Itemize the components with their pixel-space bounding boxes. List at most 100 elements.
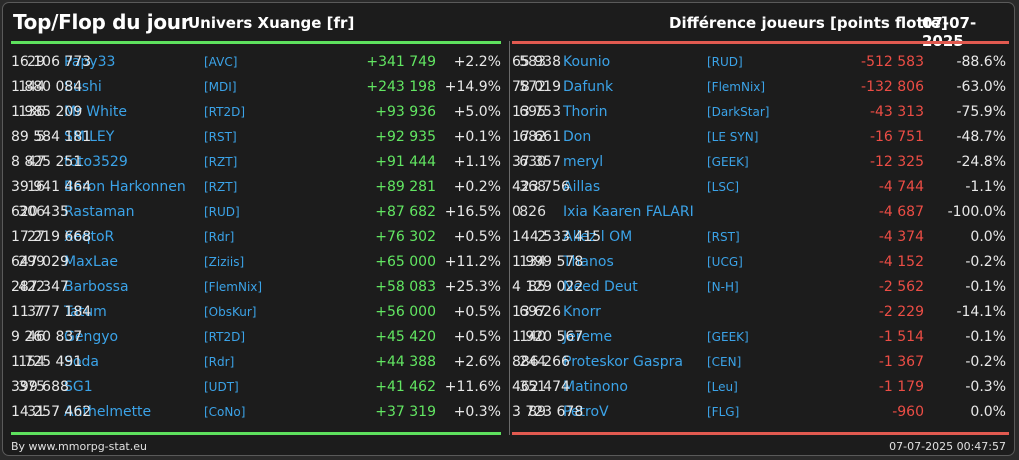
alliance-tag-link[interactable]: [Leu] [707, 380, 738, 394]
player-name-link[interactable]: SG1 [64, 379, 93, 395]
alliance-tag-link[interactable]: [RST] [204, 130, 237, 144]
player-points: 11 777 184 [11, 304, 92, 320]
top-section-footer-bar [11, 432, 501, 435]
alliance-tag-link[interactable]: [UCG] [707, 255, 743, 269]
report-date: 07-07-2025 [922, 14, 977, 50]
alliance-tag-link[interactable]: [FLG] [707, 405, 740, 419]
player-name-link[interactable]: Ixia Kaaren FALARI [563, 204, 694, 220]
player-rank: 31 [27, 404, 45, 420]
player-name-link[interactable]: Thorin [563, 104, 608, 120]
player-name-link[interactable]: Mr White [64, 104, 127, 120]
alliance-tag-link[interactable]: [AVC] [204, 55, 238, 69]
player-name-link[interactable]: Barbossa [64, 279, 129, 295]
points-delta: -132 806 [861, 79, 924, 95]
player-rank: 368 [519, 179, 546, 195]
player-name-link[interactable]: Allez l OM [563, 229, 633, 245]
player-name-link[interactable]: toto3529 [64, 154, 128, 170]
player-name-link[interactable]: meryl [563, 154, 604, 170]
points-delta: +56 000 [375, 304, 436, 320]
player-name-link[interactable]: Matinono [563, 379, 628, 395]
alliance-tag-link[interactable]: [CEN] [707, 355, 742, 369]
alliance-tag-link[interactable]: [MDI] [204, 80, 237, 94]
alliance-tag-link[interactable]: [Ziziis] [204, 255, 245, 269]
alliance-tag-link[interactable]: [RUD] [707, 55, 743, 69]
alliance-tag-link[interactable]: [RZT] [204, 155, 238, 169]
player-row: 46 Gengyo [RT2D] 9 260 837 +45 420 +0.5% [11, 325, 501, 350]
alliance-tag-link[interactable]: [Rdr] [204, 355, 235, 369]
player-rank: 134 [519, 254, 546, 270]
percent-change: +2.6% [453, 354, 501, 370]
player-row: 29 Papy33 [AVC] 16 106 773 +341 749 +2.2% [11, 50, 501, 75]
points-delta: +45 420 [375, 329, 436, 345]
player-row: 16 Baron Harkonnen [RZT] 39 941 464 +89 281 +… [11, 175, 501, 200]
player-name-link[interactable]: Papy33 [64, 54, 116, 70]
player-points: 1 999 578 [512, 254, 584, 270]
alliance-tag-link[interactable]: [N-H] [707, 280, 739, 294]
player-points: 8 825 251 [11, 154, 83, 170]
player-points: 1 985 209 [11, 104, 83, 120]
alliance-tag-link[interactable]: [FlemNix] [707, 80, 766, 94]
player-name-link[interactable]: Jereme [563, 329, 613, 345]
player-points: 78 019 [512, 79, 561, 95]
player-name-link[interactable]: XeqtoR [64, 229, 115, 245]
player-name-link[interactable]: MaxLae [64, 254, 118, 270]
player-rank: 154 [18, 354, 45, 370]
flop-section-divider [512, 41, 1009, 44]
alliance-tag-link[interactable]: [GEEK] [707, 330, 749, 344]
alliance-tag-link[interactable]: [DarkStar] [707, 105, 770, 119]
percent-change: -0.3% [965, 379, 1006, 395]
alliance-tag-link[interactable]: [FlemNix] [204, 280, 263, 294]
alliance-tag-link[interactable]: [LSC] [707, 180, 740, 194]
player-name-link[interactable]: Rastaman [64, 204, 135, 220]
player-name-link[interactable]: Knorr [563, 304, 601, 320]
player-name-link[interactable]: Sushi [64, 79, 102, 95]
points-delta: +341 749 [366, 54, 436, 70]
alliance-tag-link[interactable]: [LE SYN] [707, 130, 759, 144]
alliance-tag-link[interactable]: [RZT] [204, 180, 238, 194]
points-delta: -1 179 [878, 379, 924, 395]
source-credit[interactable]: By www.mmorpg-stat.eu [11, 440, 147, 453]
top-players-list: 29 Papy33 [AVC] 16 106 773 +341 749 +2.2% 144 S… [11, 50, 501, 425]
player-name-link[interactable]: Kounio [563, 54, 611, 70]
alliance-tag-link[interactable]: [RUD] [204, 205, 240, 219]
player-row: 299 MaxLae [Ziziis] 647 029 +65 000 +11.2% [11, 250, 501, 275]
player-name-link[interactable]: Thanos [563, 254, 614, 270]
alliance-tag-link[interactable]: [UDT] [204, 380, 239, 394]
player-points: 9 260 837 [11, 329, 83, 345]
points-delta: +92 935 [375, 129, 436, 145]
alliance-tag-link[interactable]: [RT2D] [204, 330, 246, 344]
player-row: 244 Proteskor Gaspra [CEN] 886 266 -1 367 -0.… [512, 350, 1009, 375]
alliance-tag-link[interactable]: [GEEK] [707, 155, 749, 169]
player-name-link[interactable]: Proteskor Gaspra [563, 354, 683, 370]
alliance-tag-link[interactable]: [Rdr] [204, 230, 235, 244]
percent-change: +0.3% [453, 404, 501, 420]
player-points: 14 257 462 [11, 404, 92, 420]
player-row: 47 toto3529 [RZT] 8 825 251 +91 444 +1.1% [11, 150, 501, 175]
player-rank: 144 [18, 79, 45, 95]
player-name-link[interactable]: PetroV [563, 404, 609, 420]
points-delta: -4 374 [878, 229, 924, 245]
player-rank: 583 [519, 54, 546, 70]
alliance-tag-link[interactable]: [CoNo] [204, 405, 246, 419]
points-delta: -4 687 [878, 204, 924, 220]
player-name-link[interactable]: Need Deut [563, 279, 638, 295]
player-rank: 89 [528, 404, 546, 420]
alliance-tag-link[interactable]: [RST] [707, 230, 740, 244]
player-rank: 697 [519, 304, 546, 320]
player-name-link[interactable]: Aillas [563, 179, 601, 195]
player-row: 37 Tatum [ObsKur] 11 777 184 +56 000 +0.5% [11, 300, 501, 325]
player-name-link[interactable]: Don [563, 129, 592, 145]
player-name-link[interactable]: Gengyo [64, 329, 119, 345]
player-name-link[interactable]: Tatum [64, 304, 107, 320]
player-name-link[interactable]: Dafunk [563, 79, 614, 95]
points-delta: +37 319 [375, 404, 436, 420]
player-row: 154 Soda [Rdr] 1 725 491 +44 388 +2.6% [11, 350, 501, 375]
alliance-tag-link[interactable]: [RT2D] [204, 105, 246, 119]
player-name-link[interactable]: SMILEY [64, 129, 115, 145]
alliance-tag-link[interactable]: [ObsKur] [204, 305, 257, 319]
player-name-link[interactable]: Baron Harkonnen [64, 179, 186, 195]
player-name-link[interactable]: Anthelmette [64, 404, 152, 420]
percent-change: -0.2% [965, 254, 1006, 270]
player-name-link[interactable]: Soda [64, 354, 99, 370]
player-row: 630 meryl [GEEK] 37 357 -12 325 -24.8% [512, 150, 1009, 175]
